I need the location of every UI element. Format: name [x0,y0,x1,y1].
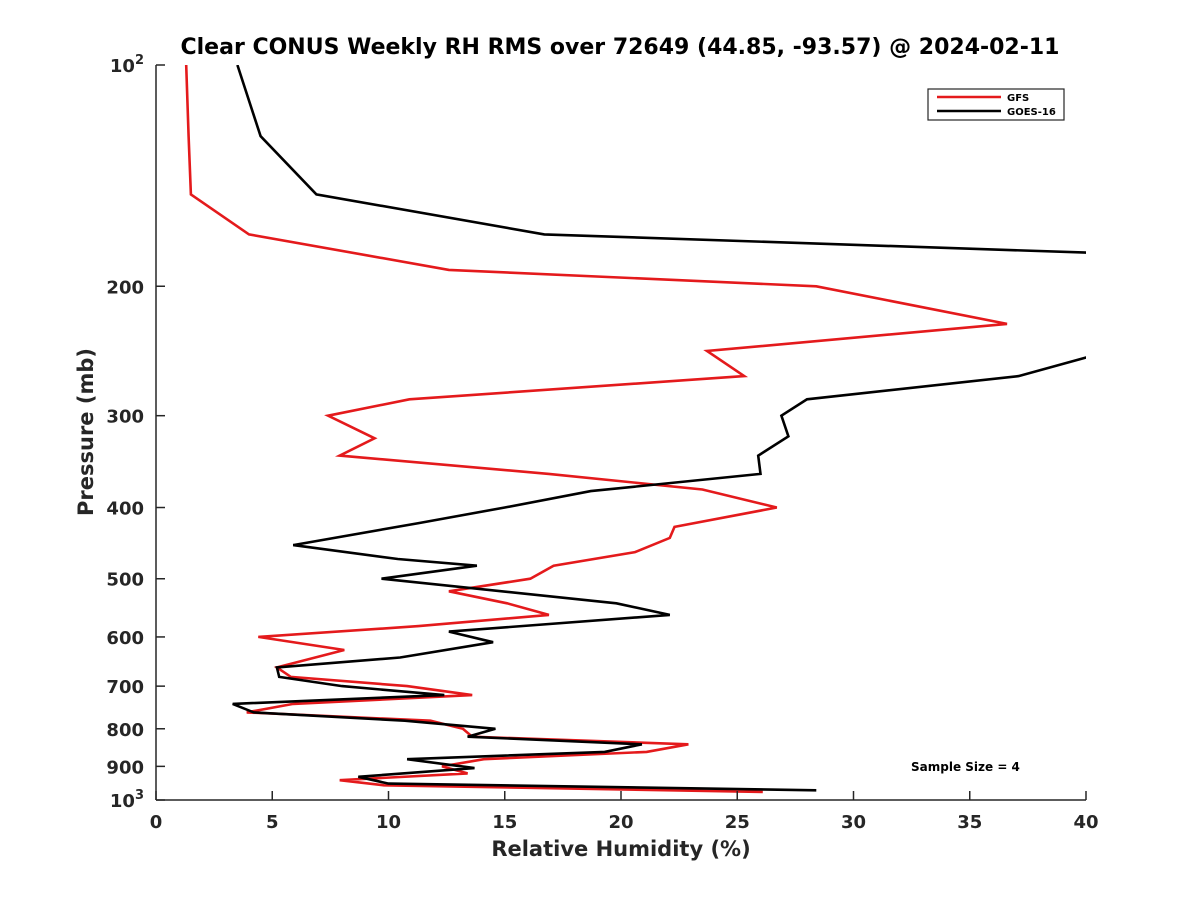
y-tick-label-exponent: 3 [135,788,144,803]
y-tick-label-base: 10 [110,791,135,812]
x-ticks: 0 5 10 15 20 25 30 35 40 [150,791,1099,833]
series-line-goes16 [232,65,1086,792]
x-tick-label: 15 [492,812,517,833]
x-tick-label: 40 [1073,812,1098,833]
x-tick-label: 5 [266,812,279,833]
plot-lines [184,65,1086,794]
y-tick-label-exponent: 2 [135,53,144,68]
series-line-gfs [184,65,1008,794]
legend: GFS GOES-16 [927,88,1065,121]
x-tick-label: 25 [725,812,750,833]
y-tick-label: 102 [110,53,144,77]
sample-size-annotation: Sample Size = 4 [911,760,1020,774]
y-tick-label: 400 [106,499,144,520]
y-tick-label: 600 [106,628,144,649]
y-tick-label: 900 [106,757,144,778]
legend-label-gfs: GFS [1007,93,1029,104]
x-tick-label: 10 [376,812,401,833]
x-tick-label: 0 [150,812,163,833]
x-tick-label: 35 [957,812,982,833]
y-tick-label: 700 [106,677,144,698]
y-tick-label: 500 [106,570,144,591]
x-axis-title: Relative Humidity (%) [491,837,750,861]
chart-title: Clear CONUS Weekly RH RMS over 72649 (44… [181,35,1060,60]
y-tick-label: 800 [106,720,144,741]
legend-label-goes16: GOES-16 [1007,107,1056,118]
y-tick-label: 200 [106,277,144,298]
y-tick-label-base: 10 [110,56,135,77]
legend-box [927,88,1065,121]
x-tick-label: 30 [841,812,866,833]
x-tick-label: 20 [608,812,633,833]
y-tick-label: 300 [106,407,144,428]
y-tick-label: 103 [110,788,144,812]
y-axis-title: Pressure (mb) [74,348,98,516]
